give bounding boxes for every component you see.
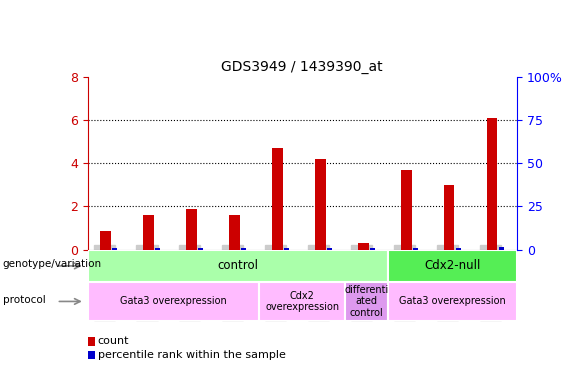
Bar	[327, 248, 332, 250]
Bar	[272, 148, 282, 250]
Text: genotype/variation: genotype/variation	[3, 259, 102, 269]
Bar	[388, 250, 517, 282]
Bar	[229, 215, 240, 250]
Text: differenti
ated
control: differenti ated control	[345, 285, 389, 318]
Bar	[241, 248, 246, 250]
Bar	[370, 248, 375, 250]
Bar	[315, 159, 325, 250]
Bar	[444, 185, 454, 250]
Bar	[486, 118, 497, 250]
Bar	[388, 282, 517, 321]
Bar	[143, 215, 154, 250]
Bar	[401, 170, 411, 250]
Bar	[455, 248, 460, 250]
Bar	[345, 282, 388, 321]
Text: percentile rank within the sample: percentile rank within the sample	[98, 350, 286, 360]
Bar	[198, 248, 203, 250]
Bar	[88, 282, 259, 321]
Bar	[498, 247, 503, 250]
Bar	[284, 248, 289, 250]
Text: count: count	[98, 336, 129, 346]
Title: GDS3949 / 1439390_at: GDS3949 / 1439390_at	[221, 60, 383, 74]
Text: Gata3 overexpression: Gata3 overexpression	[120, 296, 227, 306]
Bar	[88, 250, 388, 282]
Text: Gata3 overexpression: Gata3 overexpression	[399, 296, 506, 306]
Bar	[259, 282, 345, 321]
Text: Cdx2
overexpression: Cdx2 overexpression	[265, 291, 340, 312]
Bar	[412, 248, 418, 250]
Bar	[358, 243, 368, 250]
Text: protocol: protocol	[3, 295, 46, 305]
Text: control: control	[218, 260, 258, 272]
Bar	[112, 248, 117, 250]
Bar	[100, 231, 111, 250]
Bar	[186, 209, 197, 250]
Bar	[155, 248, 160, 250]
Text: Cdx2-null: Cdx2-null	[424, 260, 481, 272]
